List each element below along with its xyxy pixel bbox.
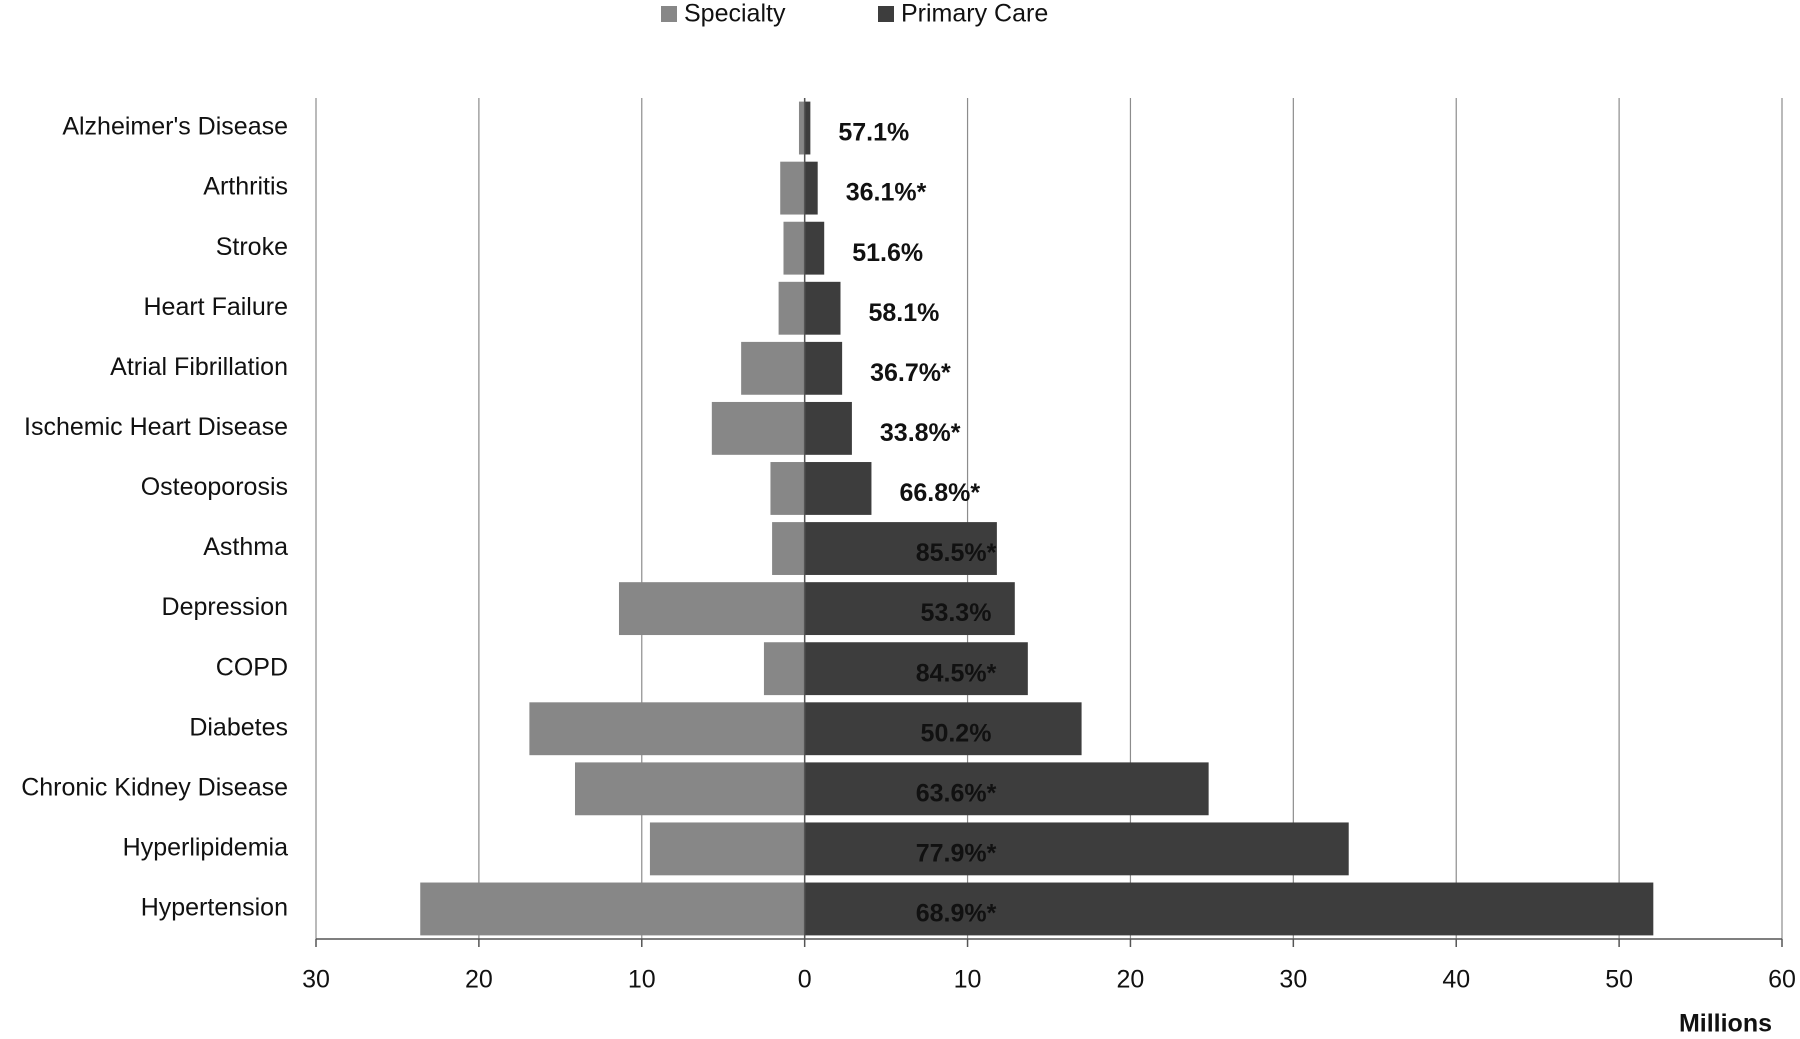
bar [778,281,805,335]
bar [804,642,1028,696]
bar [772,522,805,575]
y-tick-label: Asthma [203,533,288,561]
y-tick-label: Heart Failure [144,293,289,321]
x-tick-label: 30 [1279,966,1307,994]
annotation: 85.5%* [916,539,997,567]
bar [804,762,1209,816]
bar [804,462,872,515]
bar [804,822,1349,876]
legend-swatch [878,6,894,22]
bar [804,221,825,275]
legend-label: Specialty [684,0,786,28]
bar [804,161,818,215]
annotation: 57.1% [838,119,909,147]
annotation: 77.9%* [916,840,997,868]
bar [741,341,805,395]
bar [804,281,841,335]
bar [804,882,1654,936]
bar [804,522,997,575]
bar [420,882,805,936]
y-tick-label: COPD [216,653,288,681]
annotation: 58.1% [869,299,940,327]
x-tick-label: 20 [465,966,493,994]
y-tick-label: Chronic Kidney Disease [21,773,288,801]
x-tick-label: 10 [628,966,656,994]
y-tick-label: Atrial Fibrillation [110,353,288,381]
y-tick-label: Depression [162,593,288,621]
x-tick-label: 50 [1605,966,1633,994]
annotation: 68.9%* [916,900,997,928]
y-tick-label: Hypertension [141,894,288,922]
bar [770,462,805,515]
annotation: 63.6%* [916,779,997,807]
annotation: 50.2% [921,719,992,747]
legend-swatch [661,6,677,22]
annotation: 33.8%* [880,419,961,447]
y-tick-label: Ischemic Heart Disease [24,413,288,441]
bar [711,401,805,455]
bar [804,582,1015,636]
y-tick-label: Arthritis [203,173,288,201]
bar [804,401,852,455]
bar [574,762,805,816]
bar [618,582,805,636]
bar [780,161,805,215]
bar [804,101,811,155]
bar [649,822,805,876]
x-tick-label: 10 [954,966,982,994]
x-tick-label: 20 [1117,966,1145,994]
bar [529,702,805,756]
legend-label: Primary Care [901,0,1048,28]
annotation: 36.1%* [846,179,927,207]
annotation: 36.7%* [870,359,951,387]
x-tick-label: 40 [1442,966,1470,994]
bar [798,101,805,155]
y-tick-label: Diabetes [189,713,288,741]
x-tick-label: 0 [798,966,812,994]
x-tick-label: 60 [1768,966,1796,994]
y-tick-label: Osteoporosis [141,473,288,501]
bar [763,642,805,696]
bar [783,221,805,275]
y-tick-label: Alzheimer's Disease [62,113,288,141]
bar [804,702,1082,756]
y-tick-label: Hyperlipidemia [123,834,288,862]
y-tick-label: Stroke [216,233,288,261]
annotation: 66.8%* [899,479,980,507]
annotation: 53.3% [921,599,992,627]
annotation: 51.6% [852,239,923,267]
x-axis-label: Millions [1679,1010,1772,1038]
annotation: 84.5%* [916,659,997,687]
bar [804,341,843,395]
x-tick-label: 30 [302,966,330,994]
